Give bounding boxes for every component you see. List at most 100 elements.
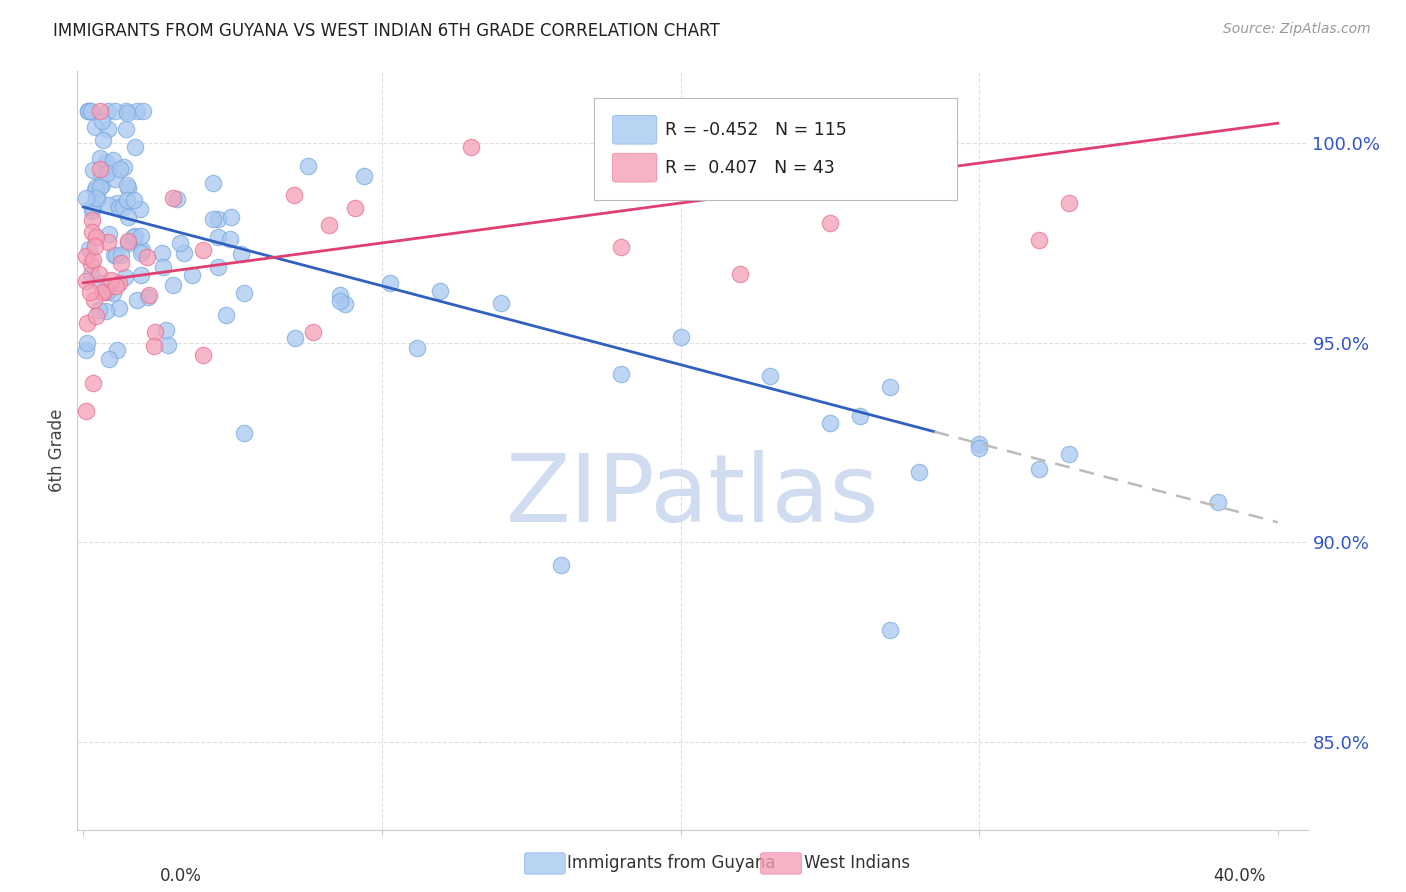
Point	[333, 297, 356, 311]
Point	[124, 139, 146, 153]
Point	[818, 417, 841, 431]
Point	[283, 188, 305, 202]
Point	[162, 191, 184, 205]
Point	[124, 228, 146, 243]
Point	[202, 212, 225, 227]
Point	[848, 409, 870, 423]
Point	[150, 246, 173, 260]
Point	[378, 276, 401, 290]
Point	[80, 267, 103, 281]
Point	[83, 120, 105, 135]
Point	[117, 235, 139, 250]
Point	[89, 180, 111, 194]
Point	[89, 104, 111, 119]
Point	[94, 154, 117, 169]
Point	[1057, 196, 1080, 211]
Point	[97, 352, 120, 367]
Point	[169, 235, 191, 250]
Point	[191, 243, 214, 257]
Point	[136, 290, 159, 304]
Point	[131, 243, 153, 257]
Point	[108, 161, 131, 176]
Point	[89, 267, 111, 281]
Point	[80, 213, 103, 227]
Point	[97, 227, 120, 241]
Point	[219, 210, 242, 224]
Point	[460, 139, 482, 153]
Point	[233, 426, 256, 441]
Point	[76, 335, 98, 350]
Point	[129, 202, 152, 216]
Point	[82, 162, 104, 177]
Point	[80, 104, 103, 119]
Point	[80, 200, 103, 214]
Point	[115, 194, 138, 208]
Point	[1206, 495, 1229, 509]
Point	[112, 160, 135, 174]
Point	[818, 216, 841, 230]
Point	[114, 270, 136, 285]
Point	[117, 234, 139, 248]
Point	[100, 272, 122, 286]
Point	[550, 558, 572, 573]
FancyBboxPatch shape	[613, 115, 657, 145]
Point	[75, 249, 97, 263]
Point	[329, 287, 352, 301]
Point	[219, 232, 242, 246]
Point	[229, 247, 252, 261]
Point	[908, 465, 931, 479]
Point	[117, 211, 139, 225]
Point	[215, 308, 238, 322]
Point	[125, 104, 148, 119]
Point	[491, 296, 513, 310]
Point	[80, 257, 103, 271]
Point	[110, 256, 132, 270]
Point	[297, 159, 319, 173]
Text: R =  0.407   N = 43: R = 0.407 N = 43	[665, 159, 835, 177]
Point	[75, 274, 97, 288]
Point	[101, 285, 124, 300]
Point	[93, 285, 115, 299]
Point	[84, 229, 107, 244]
Point	[135, 250, 157, 264]
Point	[669, 329, 692, 343]
Text: IMMIGRANTS FROM GUYANA VS WEST INDIAN 6TH GRADE CORRELATION CHART: IMMIGRANTS FROM GUYANA VS WEST INDIAN 6T…	[53, 22, 720, 40]
Point	[75, 191, 97, 205]
Point	[94, 303, 117, 318]
Point	[406, 342, 429, 356]
Point	[759, 368, 782, 383]
Point	[728, 267, 751, 281]
Point	[610, 240, 633, 254]
Point	[114, 104, 136, 119]
Point	[97, 122, 120, 136]
Point	[105, 248, 128, 262]
Point	[93, 133, 115, 147]
Point	[1028, 462, 1050, 476]
Point	[105, 196, 128, 211]
Point	[83, 293, 105, 308]
Point	[108, 301, 131, 315]
Point	[91, 285, 114, 300]
Point	[96, 166, 118, 180]
Point	[111, 200, 134, 214]
Point	[107, 200, 129, 214]
Point	[207, 212, 229, 227]
Point	[97, 235, 120, 249]
Point	[82, 252, 104, 267]
Point	[162, 278, 184, 293]
Point	[76, 104, 98, 119]
Text: 0.0%: 0.0%	[160, 867, 202, 885]
Point	[114, 122, 136, 136]
Point	[82, 376, 104, 390]
Point	[89, 151, 111, 165]
Point	[353, 169, 375, 184]
Point	[103, 172, 125, 186]
Point	[77, 104, 100, 119]
Text: Source: ZipAtlas.com: Source: ZipAtlas.com	[1223, 22, 1371, 37]
Point	[879, 623, 901, 637]
Text: West Indians: West Indians	[804, 855, 910, 872]
Point	[132, 104, 155, 119]
Point	[76, 316, 98, 330]
Point	[84, 180, 107, 194]
Point	[129, 246, 152, 260]
